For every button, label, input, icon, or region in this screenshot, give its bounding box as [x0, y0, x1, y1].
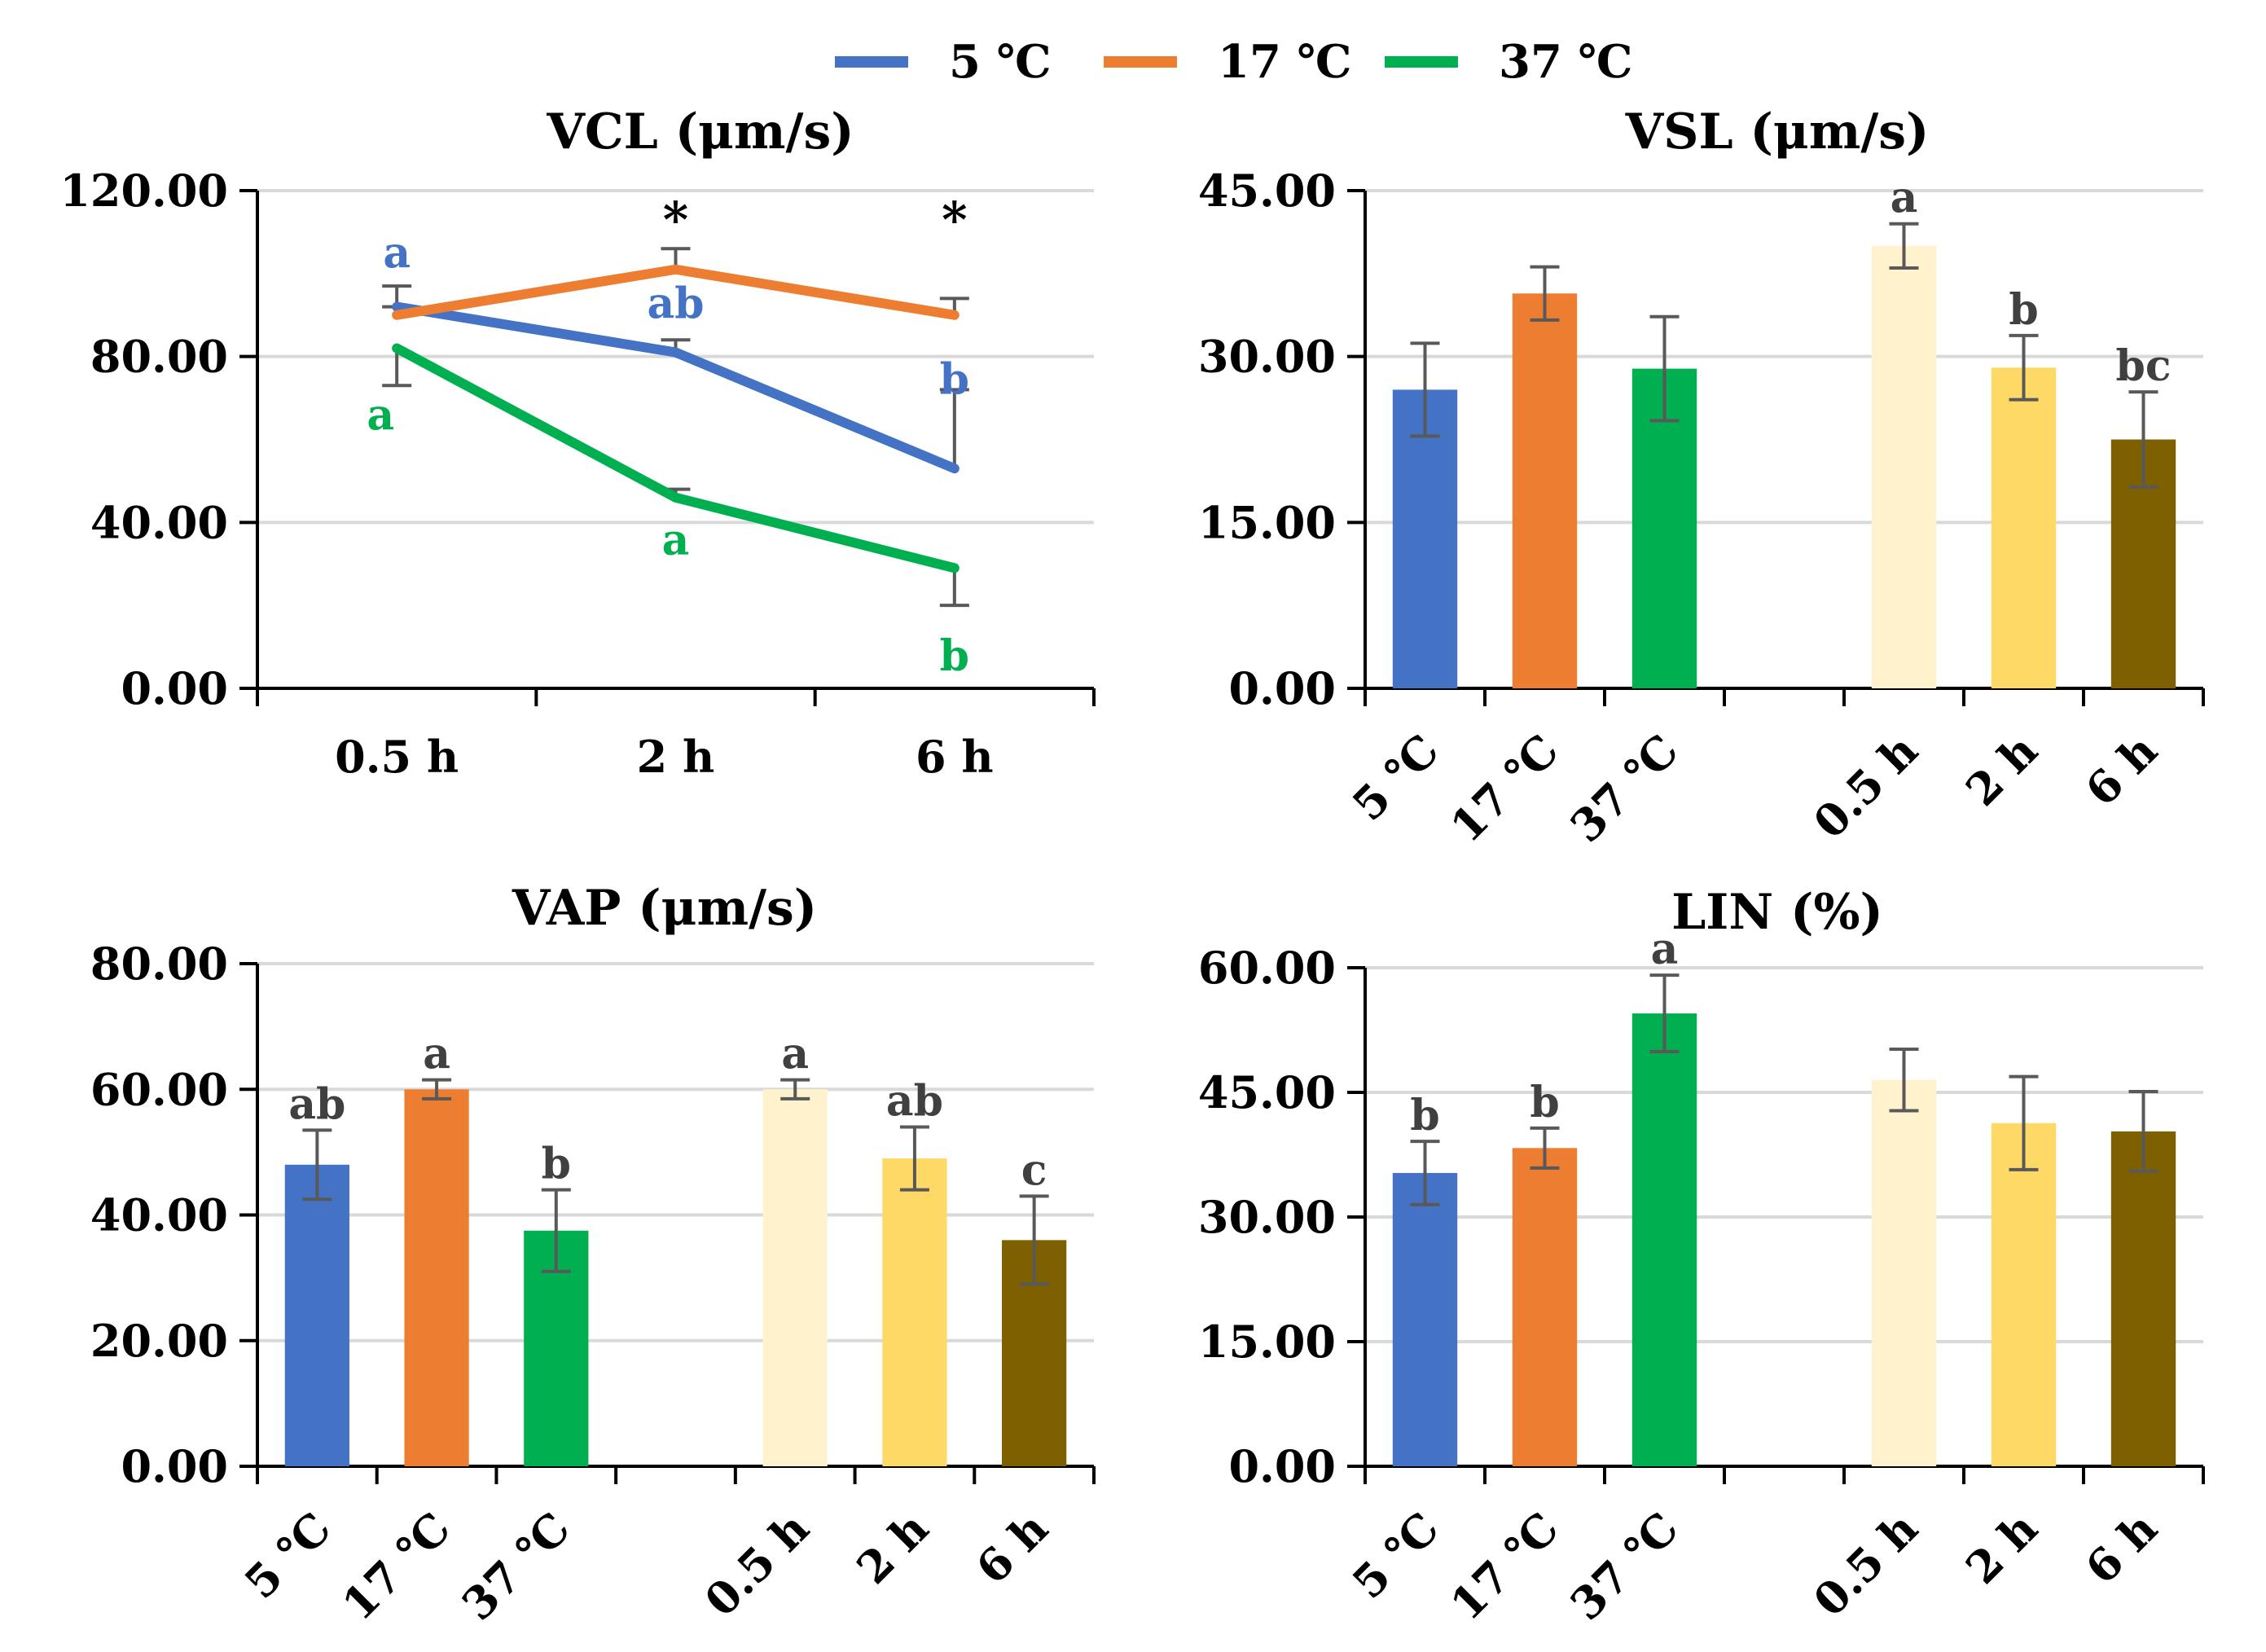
vsl-bar-4 — [1871, 245, 1937, 688]
vcl-series-line-2 — [392, 343, 960, 573]
vap-category-label-6: 6 h — [966, 1502, 1058, 1594]
vap-letter-6: c — [1021, 1145, 1047, 1195]
vap-letter-2: b — [542, 1140, 571, 1189]
vsl-title: VSL (μm/s) — [1625, 103, 1930, 160]
vap-category-label-5: 2 h — [846, 1502, 938, 1594]
vcl-letter-0-0: a — [383, 229, 411, 279]
vcl-series-line-1 — [392, 264, 960, 320]
vap-ytick-label-4: 80.00 — [90, 938, 228, 990]
vcl-significance-1: * — [663, 192, 688, 249]
vsl-bar-1 — [1512, 293, 1578, 688]
lin-bar-4 — [1871, 1079, 1937, 1466]
lin-ytick-label-3: 45.00 — [1198, 1066, 1336, 1118]
lin-bar-0 — [1392, 1172, 1458, 1466]
vcl-title: VCL (μm/s) — [546, 103, 854, 160]
vap-ytick-label-3: 60.00 — [90, 1063, 228, 1115]
vap-bar-1 — [404, 1089, 469, 1466]
lin-ytick-label-1: 15.00 — [1198, 1316, 1336, 1368]
lin-category-label-0: 5 ℃ — [1342, 1502, 1449, 1609]
vcl-significance-2: * — [942, 192, 967, 249]
vap-bar-5 — [882, 1158, 947, 1466]
lin-letter-1: b — [1530, 1078, 1559, 1127]
vcl-ytick-label-1: 40.00 — [90, 496, 228, 548]
vsl-category-label-0: 5 ℃ — [1342, 724, 1449, 831]
chart-panels: VCL (μm/s) 0.00 40.00 80.00 120.00 0.5 h 2 h 6 … — [59, 103, 2205, 1630]
vcl-letter-2-0: a — [367, 390, 394, 440]
vap-title: VAP (μm/s) — [512, 880, 817, 937]
vsl-bar-5 — [1991, 367, 2057, 688]
vsl-letter-4: a — [1891, 174, 1918, 223]
vsl-letter-5: b — [2009, 285, 2038, 335]
vsl-category-label-1: 17 ℃ — [1440, 724, 1568, 852]
vap-ytick-label-0: 0.00 — [121, 1440, 228, 1492]
vap-bar-4 — [762, 1089, 828, 1466]
chart-lin: LIN (%) 0.00 15.00 30.00 45.00 60.00 b b a 5 ℃17 … — [1198, 884, 2205, 1630]
lin-title: LIN (%) — [1671, 884, 1883, 941]
lin-bar-2 — [1631, 1013, 1697, 1466]
lin-bar-5 — [1991, 1123, 2057, 1466]
lin-ytick-label-2: 30.00 — [1198, 1191, 1336, 1243]
vsl-ytick-label-1: 15.00 — [1198, 496, 1336, 548]
lin-category-label-6: 6 h — [2075, 1502, 2167, 1594]
vap-letter-1: a — [423, 1030, 450, 1079]
vcl-ytick-label-3: 120.00 — [59, 165, 228, 217]
lin-category-label-5: 2 h — [1956, 1502, 2048, 1594]
vsl-category-label-5: 2 h — [1956, 724, 2048, 816]
vsl-bar-0 — [1392, 389, 1458, 688]
vcl-letter-0-2: b — [940, 354, 969, 404]
vcl-category-label-0: 0.5 h — [335, 731, 459, 783]
vap-category-label-2: 37 ℃ — [452, 1502, 580, 1630]
lin-bar-6 — [2110, 1131, 2176, 1466]
vap-letter-5: ab — [886, 1077, 943, 1127]
lin-ytick-label-0: 0.00 — [1228, 1440, 1336, 1492]
legend-label-2: 37 ℃ — [1499, 35, 1633, 89]
lin-ytick-label-4: 60.00 — [1198, 942, 1336, 994]
lin-letter-2: a — [1651, 925, 1679, 974]
vcl-series-line-0 — [392, 301, 960, 474]
vap-category-label-1: 17 ℃ — [332, 1502, 460, 1630]
vcl-category-label-2: 6 h — [916, 731, 994, 783]
vap-ytick-label-1: 20.00 — [90, 1315, 228, 1367]
vsl-letter-6: bc — [2115, 341, 2171, 391]
vcl-ytick-label-2: 80.00 — [90, 331, 228, 383]
vap-ytick-label-2: 40.00 — [90, 1189, 228, 1241]
lin-category-label-1: 17 ℃ — [1440, 1502, 1568, 1630]
chart-vsl: VSL (μm/s) 0.00 15.00 30.00 45.00 a b bc 5 ℃17 ℃… — [1198, 103, 2205, 852]
vsl-ytick-label-0: 0.00 — [1228, 662, 1336, 714]
vsl-category-label-2: 37 ℃ — [1560, 724, 1688, 852]
vap-category-label-0: 5 ℃ — [235, 1502, 341, 1609]
chart-vcl: VCL (μm/s) 0.00 40.00 80.00 120.00 0.5 h 2 h 6 … — [59, 103, 1096, 783]
lin-category-label-2: 37 ℃ — [1560, 1502, 1688, 1630]
vap-bar-0 — [284, 1164, 349, 1466]
legend-label-1: 17 ℃ — [1218, 35, 1352, 89]
vsl-category-label-4: 0.5 h — [1803, 724, 1928, 849]
vcl-letter-2-1: a — [662, 516, 690, 565]
vcl-letter-2-2: b — [940, 631, 969, 681]
legend: 5 ℃ 17 ℃ 37 ℃ — [835, 35, 1633, 89]
vcl-letter-0-1: ab — [647, 279, 704, 329]
vap-letter-0: ab — [288, 1079, 345, 1129]
vcl-category-label-1: 2 h — [637, 731, 715, 783]
vsl-ytick-label-2: 30.00 — [1198, 331, 1336, 383]
vsl-ytick-label-3: 45.00 — [1198, 165, 1336, 217]
vap-letter-4: a — [781, 1030, 809, 1079]
chart-vap: VAP (μm/s)0.0020.0040.0060.0080.00ababaa… — [90, 880, 1096, 1630]
lin-category-label-4: 0.5 h — [1803, 1502, 1928, 1627]
vsl-category-label-6: 6 h — [2075, 724, 2167, 816]
legend-label-0: 5 ℃ — [949, 35, 1052, 89]
vcl-ytick-label-0: 0.00 — [121, 662, 228, 714]
lin-letter-0: b — [1410, 1091, 1439, 1140]
vap-category-label-4: 0.5 h — [695, 1502, 819, 1627]
lin-bar-1 — [1512, 1148, 1578, 1466]
